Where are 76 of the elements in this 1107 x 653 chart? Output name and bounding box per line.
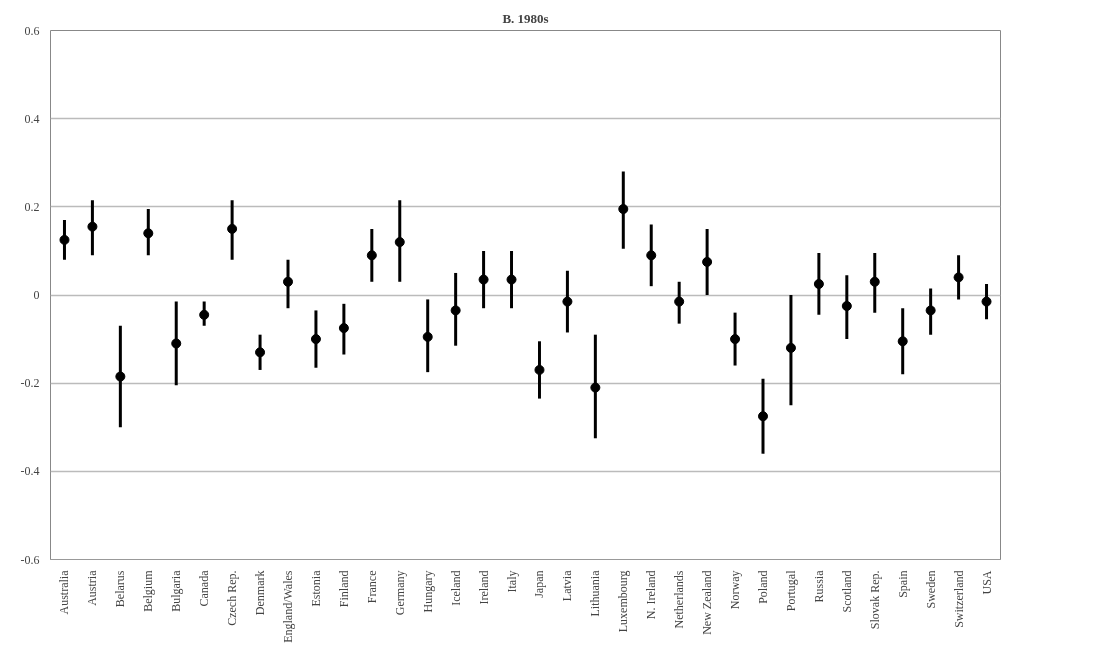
point <box>674 296 685 307</box>
y-tick-label: 0.4 <box>24 111 40 126</box>
x-tick-label: Canada <box>197 569 212 607</box>
point <box>981 296 992 307</box>
chart-title: B. 1980s <box>502 10 549 26</box>
point <box>758 411 768 422</box>
y-tick-label: 0.2 <box>24 199 40 214</box>
x-tick-label: Norway <box>728 570 743 610</box>
point <box>255 347 266 358</box>
x-tick-label: Poland <box>756 570 770 604</box>
x-tick-label: Russia <box>811 569 826 603</box>
point <box>310 334 321 345</box>
point <box>562 296 573 307</box>
point <box>534 364 545 375</box>
point <box>618 204 629 215</box>
point <box>450 305 461 316</box>
point <box>730 334 741 345</box>
x-tick-label: Belgium <box>141 569 156 612</box>
y-tick-label: -0.2 <box>20 376 40 391</box>
x-tick-label: Hungary <box>420 570 435 613</box>
point <box>506 274 517 285</box>
point <box>199 309 210 320</box>
point <box>422 331 433 342</box>
x-tick-label: Austria <box>85 569 100 606</box>
x-tick-label: Latvia <box>560 569 575 602</box>
x-tick-label: Sweden <box>923 570 938 609</box>
x-tick-label: Portugal <box>783 569 798 612</box>
x-tick-label: Australia <box>57 569 72 615</box>
point <box>897 336 908 347</box>
point <box>646 250 657 261</box>
point <box>785 342 796 353</box>
x-tick-label: England/Wales <box>281 570 295 643</box>
x-tick-label: Finland <box>336 570 351 608</box>
point <box>869 276 880 287</box>
point <box>925 305 936 316</box>
y-tick-label: 0.6 <box>24 23 40 38</box>
point <box>143 228 154 239</box>
x-tick-label: Italy <box>504 570 519 593</box>
x-tick-label: Lithuania <box>588 569 603 617</box>
y-tick-label: -0.4 <box>20 464 40 479</box>
point <box>87 221 98 232</box>
point <box>115 371 126 382</box>
point <box>478 274 489 285</box>
x-tick-label: N. Ireland <box>644 570 659 620</box>
x-tick-label: Bulgaria <box>169 569 184 612</box>
x-tick-label: France <box>364 570 379 604</box>
point <box>394 237 405 248</box>
y-tick-label: -0.6 <box>20 552 40 567</box>
x-tick-label: Slovak Rep. <box>867 570 882 630</box>
x-tick-label: Spain <box>895 570 910 598</box>
x-tick-label: USA <box>979 570 994 595</box>
x-tick-label: Luxembourg <box>616 570 631 633</box>
point <box>702 256 713 267</box>
x-tick-label: Denmark <box>253 570 268 616</box>
x-tick-label: Belarus <box>113 570 128 608</box>
point <box>366 250 377 261</box>
x-tick-label: Ireland <box>476 570 491 605</box>
x-tick-label: Estonia <box>308 569 323 607</box>
x-tick-label: Iceland <box>448 570 463 606</box>
point <box>227 223 238 234</box>
x-tick-label: Czech Rep. <box>225 570 240 626</box>
point <box>813 278 824 289</box>
point <box>171 338 182 349</box>
point <box>283 276 293 287</box>
point <box>590 382 601 393</box>
x-tick-label: Netherlands <box>672 570 687 629</box>
point <box>59 234 70 245</box>
x-tick-label: Switzerland <box>951 570 966 628</box>
x-tick-label: Scotland <box>839 570 854 613</box>
x-tick-label: New Zealand <box>700 570 715 635</box>
x-tick-label: Japan <box>532 570 547 598</box>
point <box>338 323 349 334</box>
point <box>841 301 852 312</box>
point <box>953 272 964 283</box>
y-tick-label: 0 <box>33 288 40 302</box>
x-tick-label: Germany <box>392 570 407 616</box>
